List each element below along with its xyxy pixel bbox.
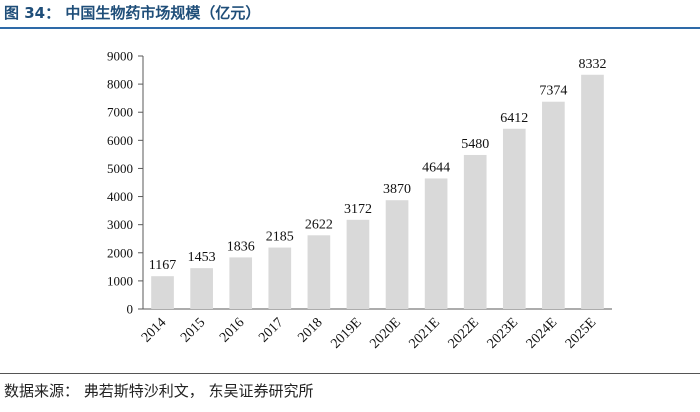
bar-2019E [346, 219, 370, 309]
bar-2021E [424, 178, 448, 309]
x-axis-labels: 2014 2015 2016 2017 2018 2019E 2020E 2021E 2022E… [139, 315, 599, 351]
data-label-2019E: 3172 [344, 202, 372, 217]
y-tick-label: 9000 [107, 49, 133, 64]
bar-2018 [307, 235, 331, 309]
figure-title: 图 34： 中国生物药市场规模（亿元） [4, 4, 261, 22]
x-tick-label-2020E: 2020E [367, 315, 403, 351]
bar-2020E [385, 200, 409, 309]
x-tick-label-2021E: 2021E [406, 315, 442, 351]
bar-2017 [268, 247, 292, 309]
y-tick-label: 1000 [107, 273, 133, 288]
y-tick-label: 2000 [107, 245, 133, 260]
y-tick-label: 6000 [107, 133, 133, 148]
bar-2025E [581, 74, 604, 309]
x-tick-label-2017: 2017 [256, 315, 286, 345]
title-divider [0, 27, 700, 29]
bar-2014 [151, 276, 174, 309]
data-label-2016: 1836 [227, 239, 255, 254]
y-tick-label: 0 [127, 302, 134, 317]
data-label-2020E: 3870 [383, 182, 411, 197]
y-tick-label: 8000 [107, 77, 133, 92]
x-tick-label-2019E: 2019E [328, 315, 364, 351]
data-label-2017: 2185 [266, 230, 294, 245]
y-tick-label: 4000 [107, 189, 133, 204]
bar-series [151, 74, 604, 309]
x-tick-label-2014: 2014 [139, 315, 169, 345]
data-label-2021E: 4644 [422, 160, 450, 175]
y-axis-ticks: 0 1000 2000 3000 4000 5000 6000 7000 8000 9000 [107, 49, 143, 317]
x-tick-label-2016: 2016 [217, 315, 247, 345]
data-label-2014: 1167 [149, 258, 176, 273]
data-label-2025E: 8332 [578, 57, 606, 72]
x-tick-label-2023E: 2023E [485, 315, 521, 351]
x-tick-label-2018: 2018 [295, 315, 325, 345]
bar-chart: 0 1000 2000 3000 4000 5000 6000 7000 8000 9000 11… [107, 49, 612, 352]
source-note: 数据来源： 弗若斯特沙利文， 东吴证券研究所 [4, 382, 314, 400]
data-label-2024E: 7374 [539, 84, 567, 99]
bar-2024E [542, 101, 565, 309]
x-tick-label-2015: 2015 [178, 315, 208, 345]
x-tick-label-2024E: 2024E [524, 315, 560, 351]
bar-2022E [463, 154, 487, 309]
x-tick-label-2022E: 2022E [446, 315, 482, 351]
data-label-2023E: 6412 [500, 111, 528, 126]
bar-2016 [229, 257, 253, 309]
x-tick-label-2025E: 2025E [563, 315, 599, 351]
data-label-2018: 2622 [305, 217, 333, 232]
data-label-2022E: 5480 [461, 137, 489, 152]
y-tick-label: 3000 [107, 217, 133, 232]
bar-2023E [502, 128, 526, 309]
data-labels: 1167 1453 1836 2185 2622 3172 3870 4644 5480 6412… [149, 57, 607, 273]
bar-2015 [190, 268, 213, 309]
y-tick-label: 5000 [107, 161, 133, 176]
y-tick-label: 7000 [107, 105, 133, 120]
footer-divider [0, 373, 700, 374]
data-label-2015: 1453 [188, 250, 216, 265]
